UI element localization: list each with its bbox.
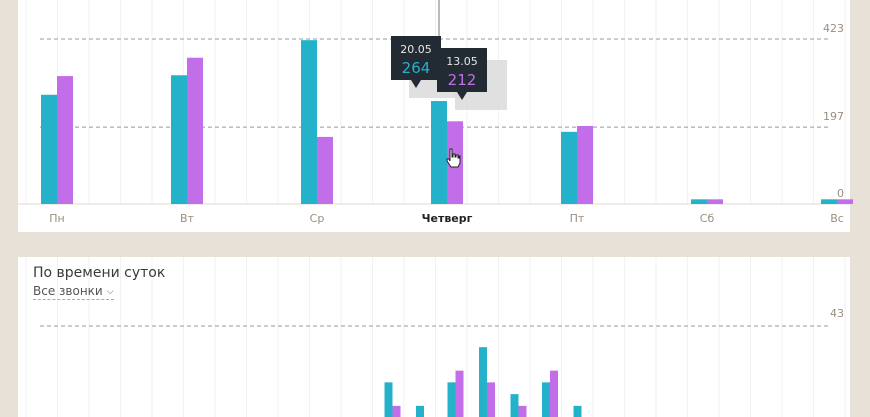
x-tick-label: Ср — [310, 212, 325, 225]
tooltip-pointer — [457, 92, 467, 100]
bar — [392, 405, 401, 417]
bar — [573, 405, 582, 417]
tooltip-pointer — [411, 80, 421, 88]
x-tick-label: Вт — [180, 212, 195, 225]
hand-cursor-icon — [446, 148, 461, 168]
y-tick-label: 43 — [830, 307, 844, 320]
tooltip-value: 212 — [448, 71, 477, 89]
x-tick-label: Вс — [830, 212, 844, 225]
bar — [479, 347, 487, 417]
y-tick-label: 423 — [823, 22, 844, 35]
bar — [518, 405, 527, 417]
bar — [171, 75, 187, 204]
tooltip-box — [437, 48, 487, 92]
weekday-chart: 423 197 0 Пн Вт Ср Четверг Пт Сб Вс 20.05 264 13.05 2… — [18, 0, 853, 225]
chevron-down-icon: ⌵ — [106, 287, 114, 297]
x-tick-label: Пт — [570, 212, 585, 225]
y-tick-label: 197 — [823, 110, 844, 123]
bar — [837, 199, 853, 204]
bar — [561, 131, 577, 204]
time-of-day-panel: 43 По времени суток Все звонки ⌵ — [18, 257, 850, 417]
filter-label: Все звонки — [33, 284, 103, 298]
call-filter-dropdown[interactable]: Все звонки ⌵ — [33, 284, 114, 300]
bar — [577, 125, 593, 204]
bar — [455, 370, 464, 417]
bar — [707, 199, 723, 204]
bar — [431, 101, 447, 204]
bar — [57, 76, 73, 204]
bar — [691, 199, 707, 204]
weekday-chart-panel: 423 197 0 Пн Вт Ср Четверг Пт Сб Вс 20.05 264 13.05 2… — [18, 0, 853, 232]
bar — [416, 405, 424, 417]
tooltip-box — [391, 36, 441, 80]
x-tick-label: Четверг — [422, 212, 473, 225]
x-tick-label: Пн — [49, 212, 64, 225]
tooltip-date: 13.05 — [446, 55, 478, 68]
tooltip-value: 264 — [402, 59, 431, 77]
bar — [317, 136, 333, 204]
bar — [821, 199, 837, 204]
bar — [301, 40, 317, 204]
time-of-day-chart: 43 — [25, 257, 846, 417]
x-tick-label: Сб — [700, 212, 715, 225]
bar — [187, 57, 203, 204]
bar — [41, 94, 57, 204]
bar — [550, 370, 558, 417]
y-tick-label: 0 — [837, 187, 844, 200]
bar — [510, 394, 519, 417]
tooltip-date: 20.05 — [400, 43, 432, 56]
section-title: По времени суток — [33, 265, 166, 281]
